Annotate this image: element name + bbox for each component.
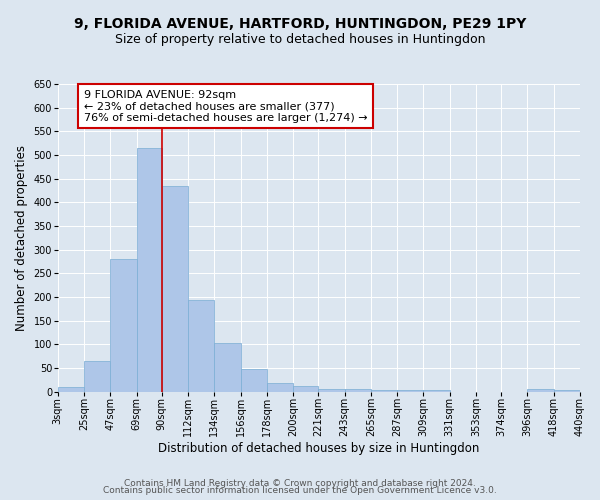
Text: Contains HM Land Registry data © Crown copyright and database right 2024.: Contains HM Land Registry data © Crown c… — [124, 478, 476, 488]
Bar — [267, 383, 293, 392]
Bar — [371, 390, 397, 392]
Y-axis label: Number of detached properties: Number of detached properties — [15, 145, 28, 331]
Bar — [397, 390, 424, 392]
Bar — [424, 390, 450, 392]
Bar — [554, 390, 580, 392]
Bar — [527, 389, 554, 392]
Text: Contains public sector information licensed under the Open Government Licence v3: Contains public sector information licen… — [103, 486, 497, 495]
Bar — [137, 148, 162, 392]
Bar — [318, 389, 344, 392]
Bar — [84, 361, 110, 392]
Bar — [110, 259, 137, 392]
Bar — [241, 370, 267, 392]
Bar — [344, 389, 371, 392]
Text: 9 FLORIDA AVENUE: 92sqm
← 23% of detached houses are smaller (377)
76% of semi-d: 9 FLORIDA AVENUE: 92sqm ← 23% of detache… — [84, 90, 368, 123]
Bar — [214, 344, 241, 392]
X-axis label: Distribution of detached houses by size in Huntingdon: Distribution of detached houses by size … — [158, 442, 479, 455]
Bar — [188, 300, 214, 392]
Bar — [58, 387, 84, 392]
Bar — [293, 386, 318, 392]
Bar — [162, 186, 188, 392]
Text: 9, FLORIDA AVENUE, HARTFORD, HUNTINGDON, PE29 1PY: 9, FLORIDA AVENUE, HARTFORD, HUNTINGDON,… — [74, 18, 526, 32]
Text: Size of property relative to detached houses in Huntingdon: Size of property relative to detached ho… — [115, 32, 485, 46]
